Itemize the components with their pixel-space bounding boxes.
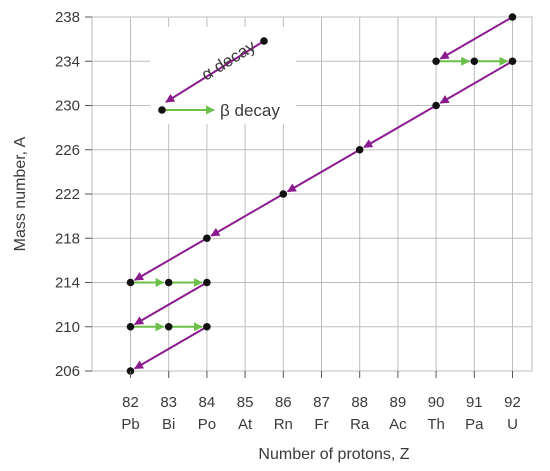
y-tick-label: 222 <box>55 186 80 203</box>
y-tick-label: 206 <box>55 363 80 380</box>
alpha-decay-arrow <box>439 16 514 60</box>
nuclide-point <box>279 190 288 198</box>
nuclide-point <box>508 57 517 66</box>
nuclide-point <box>203 322 211 331</box>
legend: α decay β decay <box>150 27 296 124</box>
nuclide-point <box>432 101 440 110</box>
x-tick-number: 90 <box>428 394 445 411</box>
y-tick-label: 230 <box>55 98 80 115</box>
y-tick-label: 210 <box>55 319 80 336</box>
legend-alpha-point <box>260 37 268 45</box>
nuclide-point <box>203 278 211 287</box>
alpha-decay-arrow <box>439 60 514 104</box>
x-tick-symbol: Pa <box>465 416 484 433</box>
x-tick-symbol: Po <box>198 416 216 433</box>
y-tick-label: 238 <box>55 9 80 26</box>
y-axis-title: Mass number, A <box>12 136 29 251</box>
x-tick-number: 89 <box>390 394 407 411</box>
alpha-decay-arrow <box>134 325 208 370</box>
y-tick-label: 214 <box>55 275 80 292</box>
nuclide-point <box>355 145 364 154</box>
x-tick-symbol: Ra <box>350 416 370 433</box>
x-axis-title: Number of protons, Z <box>258 446 409 463</box>
x-tick-number: 86 <box>275 394 292 411</box>
nuclide-point <box>164 322 173 331</box>
alpha-decay-arrow <box>210 193 284 237</box>
x-tick-number: 88 <box>351 394 368 411</box>
nuclide-points <box>126 13 517 375</box>
y-tick-label: 234 <box>55 53 80 70</box>
nuclide-point <box>470 57 479 66</box>
alpha-decay-arrow <box>363 104 437 149</box>
x-tick-symbol: Fr <box>314 416 328 433</box>
y-tick-label: 218 <box>55 230 80 247</box>
legend-beta-label: β decay <box>220 101 280 120</box>
x-tick-number: 84 <box>199 394 216 411</box>
x-tick-symbol: At <box>238 416 253 433</box>
alpha-decay-arrow <box>286 148 361 193</box>
x-tick-number: 85 <box>237 394 254 411</box>
nuclide-point <box>164 278 173 287</box>
x-tick-symbol: Pb <box>121 416 139 433</box>
x-tick-number: 82 <box>122 394 139 411</box>
x-tick-symbol: Rn <box>274 416 293 433</box>
x-tick-symbol: Ac <box>389 416 407 433</box>
y-axis-ticks: 206 210 214 218 222 226 230 234 238 <box>55 9 92 380</box>
x-tick-number: 92 <box>504 394 521 411</box>
x-tick-symbol: U <box>507 416 518 433</box>
x-tick-symbol: Th <box>427 416 445 433</box>
x-tick-number: 83 <box>160 394 177 411</box>
alpha-decay-arrow <box>134 237 208 281</box>
legend-box <box>150 27 296 124</box>
x-tick-number: 87 <box>313 394 330 411</box>
nuclide-point <box>126 278 135 287</box>
y-tick-label: 226 <box>55 142 80 159</box>
x-tick-symbol: Bi <box>162 416 175 433</box>
decay-marks <box>130 16 514 370</box>
nuclide-point <box>126 322 135 331</box>
x-axis-ticks: 82 Pb 83 Bi 84 Po 85 At 86 Rn 87 Fr 88 Ra 89 Ac 90 Th 91 Pa… <box>121 371 521 433</box>
nuclide-point <box>508 13 517 21</box>
legend-alpha-line <box>165 40 265 103</box>
nuclide-point <box>203 234 211 243</box>
nuclide-point <box>432 57 440 66</box>
legend-beta-point <box>158 106 166 114</box>
x-tick-number: 91 <box>466 394 483 411</box>
alpha-decay-arrow <box>134 281 208 326</box>
